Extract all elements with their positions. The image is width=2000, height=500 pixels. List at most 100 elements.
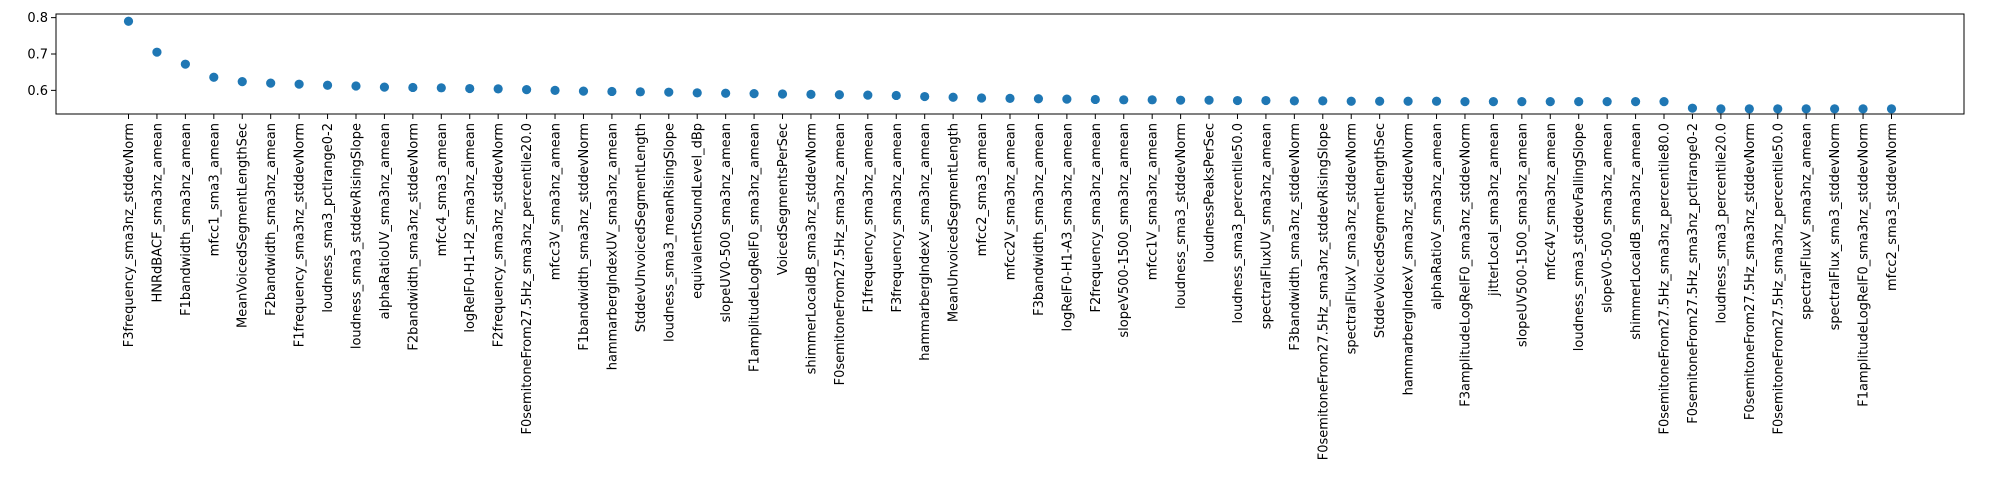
x-tick-label: VoicedSegmentsPerSec — [776, 123, 791, 275]
data-point — [1886, 104, 1897, 114]
data-point — [1119, 95, 1129, 105]
x-tick-label: F0semitoneFrom27.5Hz_sma3nz_stddevNorm — [1743, 123, 1758, 420]
x-tick-label: F2bandwidth_sma3nz_stddevNorm — [406, 123, 421, 351]
data-point — [948, 92, 958, 102]
x-tick-label: spectralFluxV_sma3nz_amean — [1800, 123, 1815, 320]
x-tick-label: equivalentSoundLevel_dBp — [691, 123, 706, 299]
x-tick-label: shimmerLocaldB_sma3nz_stddevNorm — [804, 123, 819, 374]
data-point — [1431, 96, 1442, 106]
x-tick-label: StddevUnvoicedSegmentLength — [634, 123, 649, 332]
x-tick-label: F3bandwidth_sma3nz_amean — [1032, 123, 1047, 316]
data-point — [237, 77, 247, 87]
data-point — [664, 87, 674, 97]
x-tick-label: loudnessPeaksPerSec — [1203, 123, 1218, 263]
data-point — [1403, 96, 1413, 106]
x-tick-label: F2frequency_sma3nz_stddevNorm — [492, 123, 507, 347]
x-tick-label: F1amplitudeLogRelF0_sma3nz_stddevNorm — [1857, 123, 1872, 407]
x-tick-label: loudness_sma3_pctlrange0-2 — [321, 123, 336, 313]
x-tick-label: F3amplitudeLogRelF0_sma3nz_stddevNorm — [1458, 123, 1473, 407]
data-point — [1801, 104, 1811, 114]
x-tick-label: mfcc3V_sma3nz_amean — [549, 123, 564, 280]
x-axis: F3frequency_sma3nz_stddevNorm HNRdBACF_sm… — [122, 114, 1900, 460]
x-tick-label: alphaRatioUV_sma3nz_amean — [378, 123, 393, 319]
data-point — [1346, 96, 1356, 106]
data-point — [1090, 94, 1100, 105]
data-point — [1545, 97, 1555, 107]
x-tick-label: loudness_sma3_percentile20.0 — [1714, 123, 1729, 323]
x-tick-label: F0semitoneFrom27.5Hz_sma3nz_amean — [833, 123, 848, 385]
x-tick-label: F3frequency_sma3nz_amean — [890, 123, 905, 313]
x-tick-label: F0semitoneFrom27.5Hz_sma3nz_stddevRising… — [1316, 123, 1331, 460]
data-point — [834, 90, 844, 100]
data-point — [123, 16, 134, 26]
x-tick-label: loudness_sma3_stddevNorm — [1174, 123, 1189, 309]
data-point — [1289, 96, 1299, 106]
y-tick-label: 0.7 — [27, 48, 48, 63]
data-point — [465, 83, 475, 94]
x-tick-label: F3frequency_sma3nz_stddevNorm — [122, 123, 137, 347]
data-point — [1687, 103, 1698, 113]
data-point — [891, 90, 901, 101]
data-point — [692, 88, 702, 98]
x-tick-label: shimmerLocaldB_sma3nz_amean — [1629, 123, 1644, 340]
x-tick-label: spectralFlux_sma3_stddevNorm — [1828, 123, 1843, 330]
data-points — [123, 16, 1897, 114]
x-tick-label: mfcc1_sma3_amean — [207, 123, 222, 256]
x-tick-label: hammarbergIndexUV_sma3nz_amean — [605, 123, 620, 370]
data-point — [749, 89, 759, 99]
x-tick-label: F2frequency_sma3nz_amean — [1089, 123, 1104, 313]
data-point — [721, 88, 731, 98]
data-point — [635, 87, 645, 97]
data-point — [920, 91, 930, 102]
data-point — [1033, 94, 1044, 104]
x-tick-label: F0semitoneFrom27.5Hz_sma3nz_pctlrange0-2 — [1686, 123, 1701, 424]
data-point — [1062, 94, 1072, 104]
data-point — [209, 72, 219, 82]
data-point — [976, 93, 987, 103]
data-point — [550, 85, 560, 95]
data-point — [408, 82, 418, 93]
x-tick-label: alphaRatioV_sma3nz_amean — [1430, 123, 1445, 310]
data-point — [322, 80, 333, 90]
data-point — [1630, 97, 1641, 107]
x-tick-label: StddevVoicedSegmentLengthSec — [1373, 123, 1388, 338]
x-tick-label: mfcc4V_sma3nz_amean — [1544, 123, 1559, 280]
data-point — [1773, 104, 1783, 114]
x-tick-label: jitterLocal_sma3nz_amean — [1487, 123, 1502, 297]
data-point — [1005, 93, 1015, 103]
data-point — [1375, 96, 1385, 106]
x-tick-label: spectralFluxV_sma3nz_stddevNorm — [1345, 123, 1360, 354]
data-point — [294, 79, 304, 89]
data-point — [436, 83, 446, 93]
data-point — [1602, 97, 1612, 107]
data-point — [1744, 104, 1754, 114]
data-point — [521, 85, 532, 95]
data-point — [863, 90, 873, 100]
x-tick-label: spectralFluxUV_sma3nz_amean — [1259, 123, 1274, 329]
x-tick-label: mfcc2V_sma3nz_amean — [1004, 123, 1019, 280]
data-point — [607, 86, 617, 97]
y-tick-label: 0.6 — [27, 84, 48, 99]
x-tick-label: slopeV0-500_sma3nz_amean — [1601, 123, 1616, 313]
data-point — [351, 81, 361, 91]
x-tick-label: slopeV500-1500_sma3nz_amean — [1117, 123, 1132, 338]
data-point — [578, 86, 589, 96]
x-tick-label: F1bandwidth_sma3nz_amean — [179, 123, 194, 316]
data-point — [379, 82, 390, 92]
x-tick-label: hammarbergIndexV_sma3nz_stddevNorm — [1402, 123, 1417, 395]
x-tick-label: hammarbergIndexV_sma3nz_amean — [918, 123, 933, 361]
data-point — [1517, 97, 1527, 107]
x-tick-label: slopeUV500-1500_sma3nz_amean — [1515, 123, 1530, 347]
x-tick-label: loudness_sma3_percentile50.0 — [1231, 123, 1246, 323]
data-point — [1659, 97, 1669, 107]
data-point — [1574, 97, 1584, 107]
data-point — [1858, 104, 1868, 114]
x-tick-label: MeanUnvoicedSegmentLength — [947, 123, 962, 322]
x-tick-label: F0semitoneFrom27.5Hz_sma3nz_percentile20… — [520, 123, 535, 435]
x-tick-label: F0semitoneFrom27.5Hz_sma3nz_percentile80… — [1658, 123, 1673, 435]
data-point — [1204, 95, 1214, 105]
x-tick-label: mfcc4_sma3_amean — [435, 123, 450, 256]
x-tick-label: MeanVoicedSegmentLengthSec — [236, 123, 251, 328]
y-tick-label: 0.8 — [27, 11, 48, 26]
